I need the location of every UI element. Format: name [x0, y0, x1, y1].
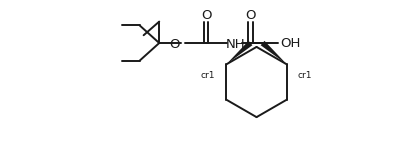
Text: cr1: cr1	[298, 71, 312, 80]
Text: cr1: cr1	[201, 71, 216, 80]
Polygon shape	[261, 41, 287, 64]
Polygon shape	[226, 41, 252, 64]
Text: O: O	[169, 38, 180, 50]
Text: O: O	[245, 9, 256, 22]
Text: NH: NH	[226, 39, 245, 51]
Text: OH: OH	[280, 37, 301, 49]
Text: O: O	[201, 9, 211, 22]
